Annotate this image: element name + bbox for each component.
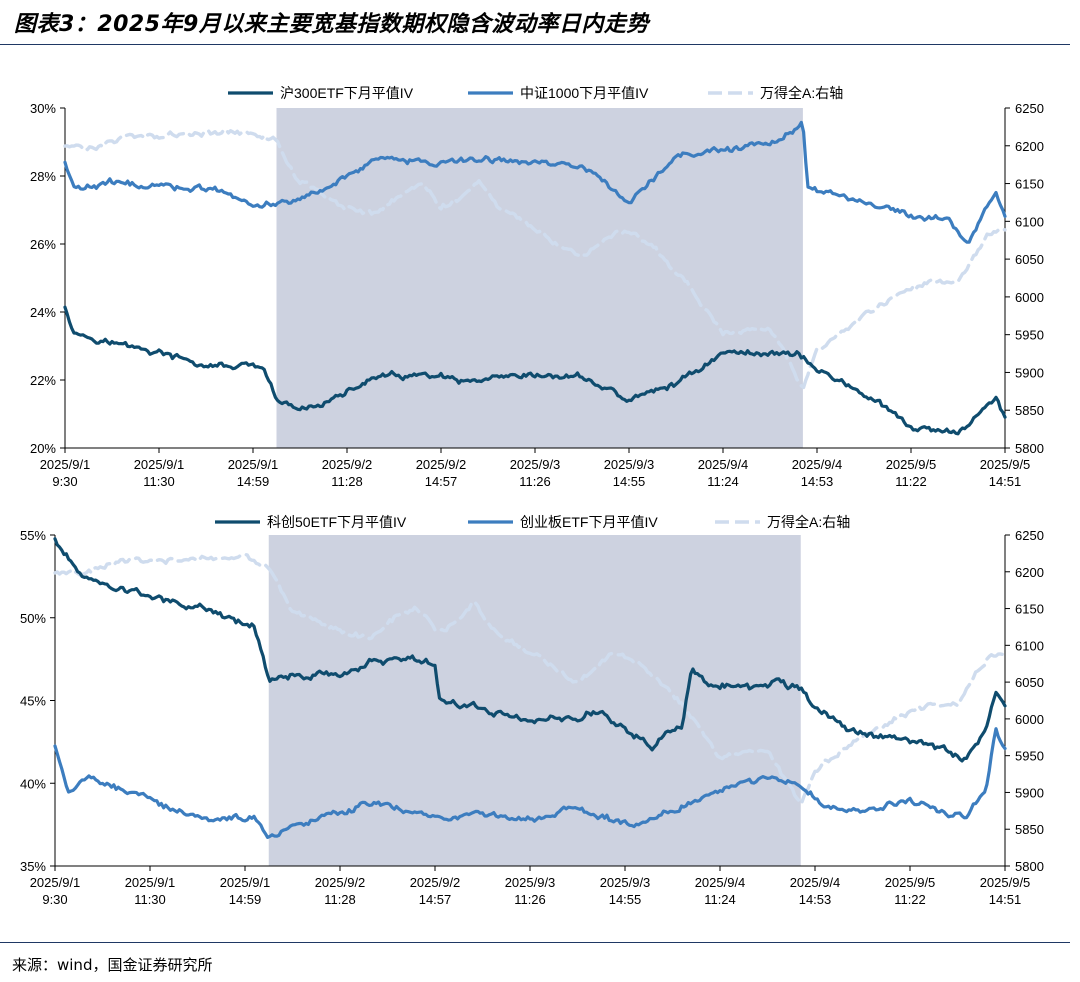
x-tick-label-time: 14:53 [799,892,832,907]
x-tick-label-date: 2025/9/5 [980,875,1031,890]
legend-label: 沪300ETF下月平值IV [280,85,414,101]
y-right-tick-label: 5850 [1015,403,1044,418]
shaded-period [276,108,803,448]
x-tick-label-date: 2025/9/4 [695,875,746,890]
x-tick-label-time: 11:24 [707,474,739,489]
legend-label: 万得全A:右轴 [760,85,843,101]
x-tick-label-date: 2025/9/3 [510,457,561,472]
x-tick-label-time: 14:53 [801,474,834,489]
x-tick-label-date: 2025/9/3 [600,875,651,890]
series-line-solid-mid [63,120,1007,244]
y-right-tick-label: 5800 [1015,859,1044,874]
x-tick-label-time: 9:30 [52,474,77,489]
x-tick-label-time: 14:59 [229,892,262,907]
y-left-tick-label: 20% [30,441,56,456]
y-right-tick-label: 6200 [1015,565,1044,580]
x-tick-label-time: 11:26 [514,892,546,907]
y-left-tick-label: 26% [30,237,56,252]
y-right-tick-label: 6200 [1015,139,1044,154]
x-tick-label-time: 11:22 [895,474,927,489]
x-tick-label-date: 2025/9/1 [125,875,176,890]
x-tick-label-date: 2025/9/1 [40,457,91,472]
y-right-tick-label: 5900 [1015,365,1044,380]
x-tick-label-date: 2025/9/2 [322,457,373,472]
x-tick-label-time: 14:51 [989,892,1022,907]
x-tick-label-date: 2025/9/1 [30,875,81,890]
series-line-solid-mid [53,727,1007,839]
x-tick-label-time: 14:51 [989,474,1022,489]
y-left-tick-label: 35% [20,859,46,874]
y-right-tick-label: 6000 [1015,712,1044,727]
x-tick-label-time: 14:57 [425,474,458,489]
source-rule [0,942,1070,943]
x-tick-label-date: 2025/9/5 [885,875,936,890]
series-line-solid-dark [53,537,1007,763]
x-tick-label-date: 2025/9/2 [410,875,461,890]
x-tick-label-time: 11:24 [704,892,736,907]
legend-label: 科创50ETF下月平值IV [267,514,407,530]
x-tick-label-date: 2025/9/1 [220,875,271,890]
x-tick-label-time: 9:30 [42,892,67,907]
x-tick-label-time: 14:57 [419,892,452,907]
x-tick-label-date: 2025/9/2 [315,875,366,890]
x-tick-label-time: 14:59 [237,474,270,489]
y-right-tick-label: 6250 [1015,528,1044,543]
shaded-period [268,535,801,866]
y-right-tick-label: 5800 [1015,441,1044,456]
y-right-tick-label: 6000 [1015,290,1044,305]
x-tick-label-time: 14:55 [613,474,646,489]
y-right-tick-label: 5850 [1015,822,1044,837]
y-right-tick-label: 5950 [1015,328,1044,343]
y-right-tick-label: 6050 [1015,675,1044,690]
y-right-tick-label: 6100 [1015,638,1044,653]
y-left-tick-label: 40% [20,776,46,791]
x-tick-label-time: 14:55 [609,892,642,907]
y-right-tick-label: 6100 [1015,214,1044,229]
x-tick-label-date: 2025/9/5 [886,457,937,472]
y-left-tick-label: 22% [30,373,56,388]
y-right-tick-label: 5900 [1015,785,1044,800]
y-right-tick-label: 5950 [1015,749,1044,764]
x-tick-label-time: 11:28 [324,892,356,907]
y-left-tick-label: 50% [20,611,46,626]
x-tick-label-date: 2025/9/1 [134,457,185,472]
legend-label: 创业板ETF下月平值IV [520,514,658,530]
title-rule [0,44,1070,45]
x-tick-label-date: 2025/9/2 [416,457,467,472]
x-tick-label-date: 2025/9/4 [790,875,841,890]
x-tick-label-time: 11:30 [134,892,166,907]
y-right-tick-label: 6050 [1015,252,1044,267]
legend-label: 万得全A:右轴 [767,514,850,530]
y-left-tick-label: 55% [20,528,46,543]
y-left-tick-label: 24% [30,305,56,320]
x-tick-label-date: 2025/9/3 [505,875,556,890]
y-right-tick-label: 6250 [1015,101,1044,116]
chart-bottom: 35% 40% 45% 50% 55% 5800 5850 5900 5950 6000 6050 6… [20,514,1044,907]
series-line-dashed-light [63,127,1007,390]
x-tick-label-time: 11:26 [519,474,551,489]
legend-label: 中证1000下月平值IV [520,85,649,101]
x-tick-label-date: 2025/9/3 [604,457,655,472]
x-tick-label-time: 11:30 [143,474,175,489]
x-tick-label-time: 11:22 [894,892,926,907]
x-tick-label-date: 2025/9/4 [698,457,749,472]
x-tick-label-time: 11:28 [331,474,363,489]
series-line-solid-dark [63,305,1007,436]
source-note: 来源：wind，国金证券研究所 [12,956,213,974]
y-right-tick-label: 6150 [1015,177,1044,192]
y-left-tick-label: 30% [30,101,56,116]
x-tick-label-date: 2025/9/1 [228,457,279,472]
chart-top: 20% 22% 24% 26% 28% 30% 5800 5850 5900 5950 6000 60… [30,85,1044,489]
y-left-tick-label: 28% [30,169,56,184]
x-tick-label-date: 2025/9/5 [980,457,1031,472]
x-tick-label-date: 2025/9/4 [792,457,843,472]
y-right-tick-label: 6150 [1015,602,1044,617]
series-line-dashed-light [53,552,1007,806]
figure-title: 图表3：2025年9月以来主要宽基指数期权隐含波动率日内走势 [14,12,649,37]
y-left-tick-label: 45% [20,694,46,709]
